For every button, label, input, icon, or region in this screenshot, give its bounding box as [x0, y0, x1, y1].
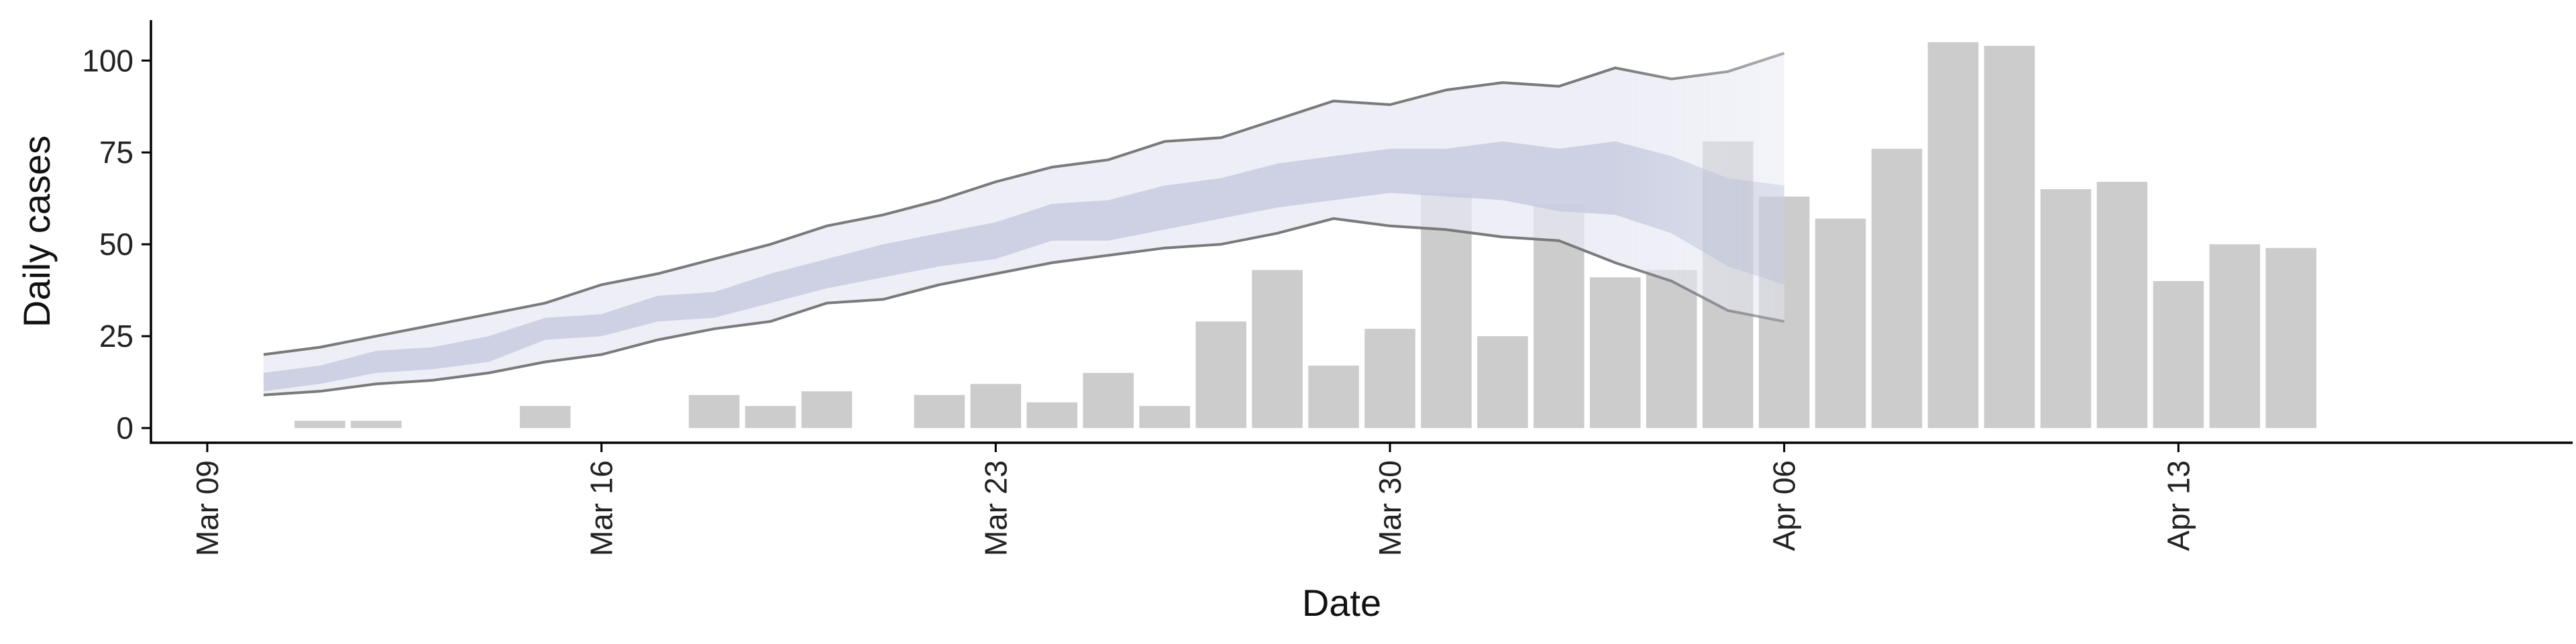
bar-2020-03-25: [1083, 372, 1134, 429]
x-tick-label-2020-03-30: Mar 30: [1373, 460, 1407, 556]
bar-2020-03-29: [1308, 365, 1359, 429]
bar-2020-03-19: [745, 406, 796, 429]
projection-lower-bound-line: [263, 217, 1785, 396]
bars-layer: [294, 42, 2317, 429]
bar-2020-04-07: [1815, 218, 1866, 429]
labels-layer: 0 25 50 75 100 Mar 09 Mar 16 Mar 23 Mar 30 Apr 06…: [15, 43, 2196, 624]
bar-2020-04-15: [2265, 248, 2317, 429]
bar-2020-03-22: [914, 394, 965, 429]
axes-layer: [142, 20, 2573, 452]
bar-2020-04-13: [2153, 280, 2204, 429]
bar-2020-03-15: [519, 406, 571, 429]
x-tick-label-2020-03-16: Mar 16: [584, 460, 619, 556]
x-tick-label-2020-04-13: Apr 13: [2161, 460, 2196, 551]
bar-2020-03-30: [1364, 329, 1415, 429]
bar-2020-04-01: [1477, 336, 1528, 429]
x-tick-label-2020-04-06: Apr 06: [1767, 460, 1802, 551]
bar-2020-04-12: [2096, 182, 2148, 429]
x-tick-label-2020-03-23: Mar 23: [978, 460, 1013, 556]
projection-bands-layer: [263, 53, 1784, 395]
bar-2020-04-10: [1984, 46, 2035, 429]
bar-2020-03-27: [1195, 321, 1246, 429]
bar-2020-04-03: [1590, 277, 1641, 429]
inner-projection-band: [263, 141, 1784, 392]
bar-2020-03-12: [351, 421, 402, 429]
bar-2020-03-20: [801, 391, 853, 429]
bar-2020-04-08: [1871, 148, 1923, 429]
x-axis-title: Date: [1302, 582, 1381, 624]
bar-2020-04-04: [1646, 270, 1697, 429]
bar-2020-03-28: [1252, 270, 1303, 429]
bar-2020-03-23: [970, 384, 1022, 429]
y-tick-label-25: 25: [99, 319, 133, 354]
bar-2020-03-18: [688, 394, 740, 429]
bar-2020-04-14: [2209, 244, 2261, 429]
bar-2020-03-26: [1139, 406, 1190, 429]
y-axis-title: Daily cases: [15, 136, 58, 327]
projection-bound-lines-layer: [263, 52, 1785, 396]
bar-2020-03-24: [1026, 402, 1078, 429]
y-tick-label-50: 50: [99, 227, 133, 262]
bar-2020-03-11: [294, 421, 345, 429]
y-tick-label-75: 75: [99, 135, 133, 170]
x-tick-label-2020-03-09: Mar 09: [190, 460, 225, 556]
projection-upper-bound-line: [263, 52, 1785, 356]
y-tick-label-0: 0: [116, 411, 133, 445]
bar-2020-04-11: [2040, 189, 2092, 429]
bar-2020-04-09: [1927, 42, 1979, 429]
y-tick-label-100: 100: [82, 43, 133, 78]
